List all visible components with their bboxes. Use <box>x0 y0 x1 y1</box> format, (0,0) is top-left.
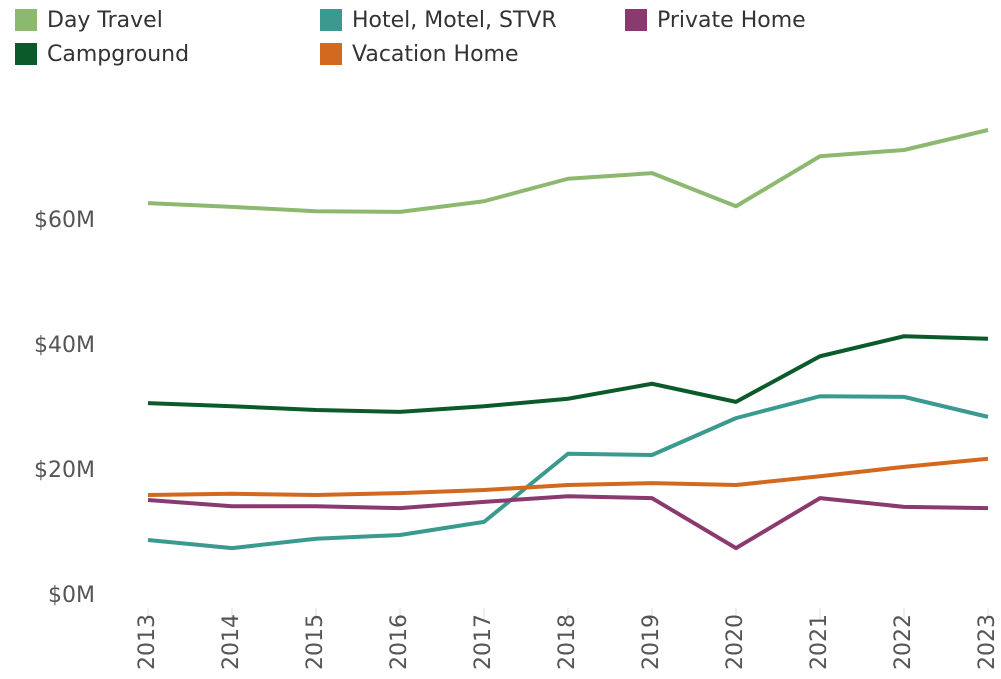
legend-swatch <box>15 9 37 31</box>
legend-label: Hotel, Motel, STVR <box>352 8 557 33</box>
legend: Day Travel Hotel, Motel, STVR Private Home… <box>15 8 806 67</box>
legend-swatch <box>15 43 37 65</box>
legend-swatch <box>320 43 342 65</box>
legend-label: Campground <box>47 42 189 67</box>
legend-label: Vacation Home <box>352 42 519 67</box>
x-tick-label: 2022 <box>891 614 916 670</box>
legend-swatch <box>625 9 647 31</box>
series-line <box>147 456 989 497</box>
x-tick-label: 2019 <box>639 614 664 670</box>
x-tick-label: 2015 <box>303 614 328 670</box>
x-tick-label: 2020 <box>723 614 748 670</box>
series-line <box>147 128 989 214</box>
x-tick-label: 2014 <box>219 614 244 670</box>
series-line <box>147 494 989 551</box>
x-tick-label: 2013 <box>135 614 160 670</box>
x-tick-label: 2018 <box>555 614 580 670</box>
x-tick-label: 2023 <box>975 614 1000 670</box>
y-tick-label: $40M <box>34 333 95 358</box>
y-tick-label: $20M <box>34 458 95 483</box>
y-tick-label: $60M <box>34 208 95 233</box>
x-tick-label: 2021 <box>807 614 832 670</box>
x-tick-label: 2017 <box>471 614 496 670</box>
series-line <box>147 334 989 414</box>
legend-label: Private Home <box>657 8 806 33</box>
series-line <box>147 394 989 551</box>
legend-label: Day Travel <box>47 8 163 33</box>
x-tick-label: 2016 <box>387 614 412 670</box>
legend-swatch <box>320 9 342 31</box>
y-tick-label: $0M <box>48 583 95 608</box>
